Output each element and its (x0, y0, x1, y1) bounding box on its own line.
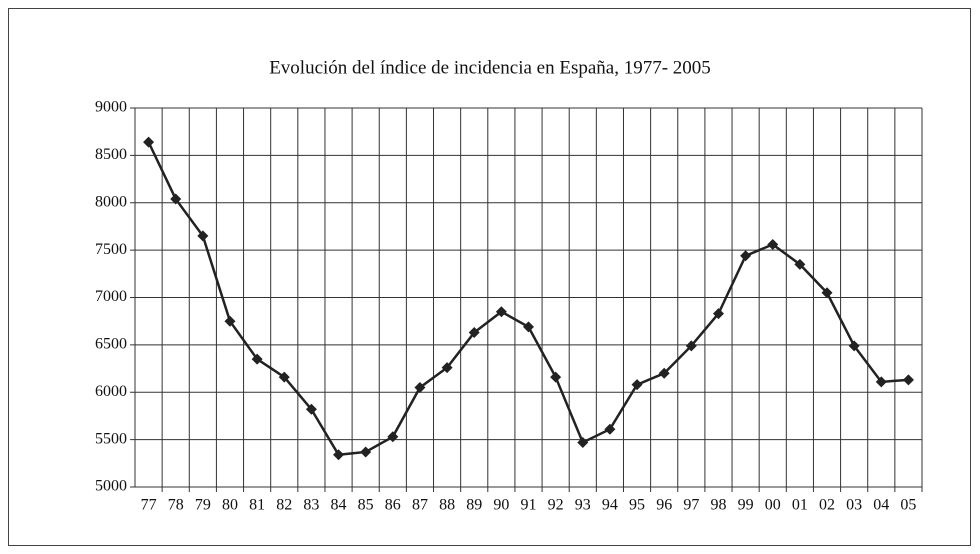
x-tick-label: 00 (765, 497, 781, 514)
x-tick-label: 93 (575, 497, 591, 514)
x-tick-label: 97 (683, 497, 699, 514)
x-tick-label: 98 (710, 497, 726, 514)
marker (441, 362, 453, 374)
marker (360, 446, 372, 458)
marker (251, 353, 263, 365)
marker (523, 321, 534, 333)
marker (278, 371, 290, 383)
marker (170, 193, 182, 205)
x-tick-label: 05 (900, 497, 916, 514)
x-tick-label: 84 (331, 497, 347, 514)
x-tick-label: 01 (792, 497, 808, 514)
x-tick-label: 96 (656, 497, 672, 514)
marker (740, 250, 752, 262)
marker (577, 436, 589, 448)
marker (387, 431, 399, 443)
x-tick-label: 89 (466, 497, 482, 514)
y-tick-label: 9000 (95, 99, 127, 116)
x-tick-label: 90 (493, 497, 509, 514)
x-tick-label: 92 (548, 497, 564, 514)
x-tick-label: 99 (738, 497, 754, 514)
y-tick-label: 7000 (95, 288, 127, 305)
marker (550, 371, 562, 383)
x-tick-label: 87 (412, 497, 428, 514)
marker (821, 287, 833, 299)
marker (495, 306, 507, 318)
marker (305, 403, 317, 415)
y-tick-label: 6500 (95, 336, 127, 353)
marker (848, 340, 860, 352)
marker (712, 308, 724, 320)
x-tick-label: 77 (141, 497, 157, 514)
x-tick-label: 94 (602, 497, 618, 514)
marker (414, 382, 426, 394)
marker (224, 315, 236, 327)
y-tick-label: 5000 (95, 478, 127, 495)
marker (333, 449, 345, 461)
x-tick-label: 91 (521, 497, 537, 514)
x-tick-label: 79 (195, 497, 211, 514)
marker (658, 367, 670, 379)
y-tick-label: 6000 (95, 383, 127, 400)
x-tick-label: 83 (303, 497, 319, 514)
y-tick-label: 7500 (95, 241, 127, 258)
marker (767, 238, 779, 250)
x-tick-label: 03 (846, 497, 862, 514)
x-tick-label: 88 (439, 497, 455, 514)
marker (794, 258, 806, 270)
marker (143, 136, 155, 148)
x-tick-label: 78 (168, 497, 184, 514)
y-tick-label: 8000 (95, 193, 127, 210)
x-tick-label: 85 (358, 497, 374, 514)
marker (902, 374, 914, 386)
chart-frame (8, 8, 971, 546)
marker (604, 423, 616, 435)
x-tick-label: 02 (819, 497, 835, 514)
x-tick-label: 86 (385, 497, 401, 514)
y-tick-label: 5500 (95, 430, 127, 447)
x-tick-label: 95 (629, 497, 645, 514)
marker (468, 327, 480, 339)
y-tick-label: 8500 (95, 146, 127, 163)
x-tick-label: 81 (249, 497, 265, 514)
chart-title: Evolución del índice de incidencia en Es… (269, 57, 711, 78)
x-tick-label: 82 (276, 497, 292, 514)
x-tick-label: 04 (873, 497, 889, 514)
marker (685, 340, 697, 352)
marker (631, 379, 643, 391)
marker (197, 230, 209, 242)
marker (875, 376, 887, 388)
x-tick-label: 80 (222, 497, 238, 514)
